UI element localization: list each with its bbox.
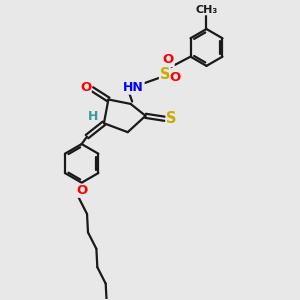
Text: O: O bbox=[76, 184, 87, 197]
Text: O: O bbox=[163, 53, 174, 66]
Text: S: S bbox=[160, 67, 170, 82]
Text: S: S bbox=[166, 111, 177, 126]
Text: O: O bbox=[169, 71, 181, 84]
Text: CH₃: CH₃ bbox=[195, 5, 218, 15]
Text: H: H bbox=[87, 110, 98, 123]
Text: HN: HN bbox=[123, 81, 144, 94]
Text: O: O bbox=[80, 81, 91, 94]
